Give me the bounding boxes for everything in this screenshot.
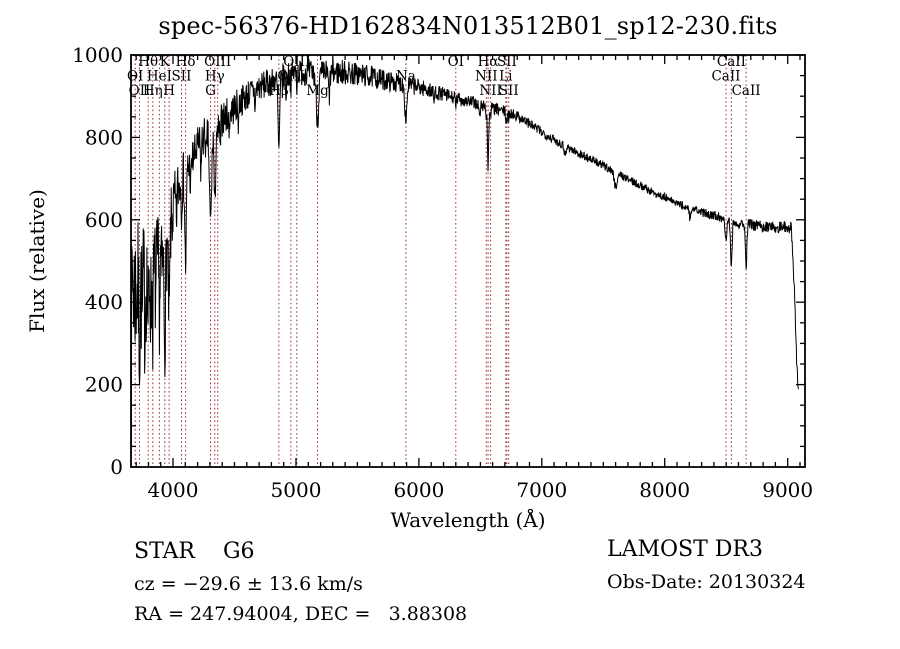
survey-label: LAMOST DR3 <box>607 537 763 562</box>
y-tick-label: 0 <box>110 455 123 479</box>
spectral-line-label: CaII <box>732 83 761 99</box>
spectral-line-label: OIII <box>204 54 231 70</box>
spectral-line-label: Li <box>499 69 513 85</box>
x-tick-label: 6000 <box>393 478 444 502</box>
spectral-line-label: SII <box>499 83 519 99</box>
spectral-line-label: NII <box>475 69 497 85</box>
x-tick-label: 4000 <box>148 478 199 502</box>
star-class-label: STAR G6 <box>134 539 255 564</box>
spectral-line-label: G <box>205 83 216 99</box>
axes: 4000 5000 6000 7000 8000 9000 0 200 400 600 800 100… <box>72 43 813 502</box>
spectrum-trace-group <box>130 58 799 467</box>
spectral-line-label: SII <box>497 54 517 70</box>
plot-border <box>130 54 806 468</box>
y-axis-title: Flux (relative) <box>25 189 49 333</box>
spectral-line-label: Hγ <box>205 69 225 85</box>
obs-date: Obs-Date: 20130324 <box>607 571 806 593</box>
x-axis-title: Wavelength (Å) <box>390 507 545 532</box>
spectral-line-label: HeI <box>147 69 172 85</box>
spectral-line-label: Hδ <box>176 54 196 70</box>
y-tick-label: 1000 <box>72 43 123 67</box>
y-tick-label: 800 <box>85 125 123 149</box>
cz-value: cz = −29.6 ± 13.6 km/s <box>134 573 363 595</box>
spectral-line-label: CaII <box>717 54 746 70</box>
spectral-line-label: SII <box>172 69 192 85</box>
spectral-line-label: CaII <box>711 69 740 85</box>
spectral-line-label: OIII <box>283 54 310 70</box>
spectral-line-label: Mg <box>306 83 329 99</box>
spectral-line-label: OII <box>129 83 151 99</box>
x-tick-label: 7000 <box>516 478 567 502</box>
spectral-line-label: H <box>163 83 175 99</box>
y-tick-label: 200 <box>85 373 123 397</box>
x-tick-label: 9000 <box>762 478 813 502</box>
y-tick-label: 600 <box>85 208 123 232</box>
page-title: spec-56376-HD162834N013512B01_sp12-230.f… <box>158 12 778 40</box>
spectral-line-label: Hα <box>478 54 499 70</box>
spectral-line-label: OI <box>448 54 464 70</box>
x-tick-label: 8000 <box>639 478 690 502</box>
ra-dec-value: RA = 247.94004, DEC = 3.88308 <box>134 603 468 625</box>
spectral-line-label: NII <box>479 83 501 99</box>
spectral-line-label: K <box>160 54 171 70</box>
x-tick-label: 5000 <box>271 478 322 502</box>
y-tick-label: 400 <box>85 290 123 314</box>
spectrum-trace <box>130 58 799 467</box>
spectral-line-label: Hθ <box>138 54 158 70</box>
spectral-line-label: Hη <box>143 83 163 99</box>
